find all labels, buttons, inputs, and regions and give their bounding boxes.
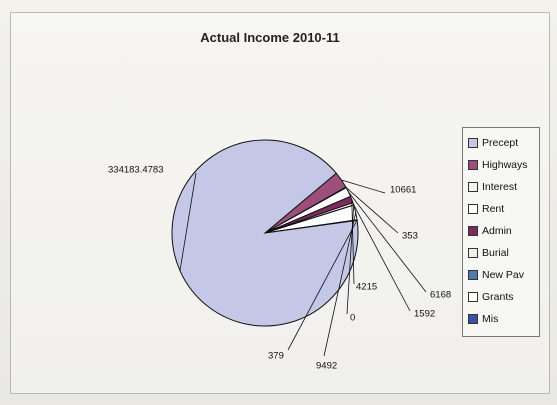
legend-swatch bbox=[468, 270, 478, 280]
chart-title: Actual Income 2010-11 bbox=[200, 30, 340, 45]
data-label-grants: 9492 bbox=[316, 361, 337, 372]
legend-swatch bbox=[468, 160, 478, 170]
data-label-highways: 10661 bbox=[390, 185, 416, 196]
legend-label: Precept bbox=[482, 137, 519, 149]
legend-label: Highways bbox=[482, 159, 528, 171]
leader-line-admin bbox=[351, 199, 355, 285]
data-label-new-pav: 0 bbox=[350, 313, 355, 324]
leader-line-new-pav bbox=[346, 205, 355, 315]
legend-item-highways: Highways bbox=[468, 154, 539, 176]
legend-label: Interest bbox=[482, 181, 518, 193]
legend-item-mis: Mis bbox=[468, 308, 539, 330]
legend-label: Mis bbox=[482, 313, 499, 325]
leader-line-burial bbox=[352, 203, 411, 312]
legend-label: Burial bbox=[482, 247, 509, 259]
leader-line-highways bbox=[341, 179, 386, 194]
legend-label: Grants bbox=[482, 291, 514, 303]
data-label-interest: 353 bbox=[402, 231, 418, 242]
legend-swatch bbox=[468, 138, 478, 148]
legend-item-admin: Admin bbox=[468, 220, 539, 242]
leader-line-mis bbox=[287, 219, 358, 351]
legend-swatch bbox=[468, 314, 478, 324]
legend-swatch bbox=[468, 292, 478, 302]
legend-swatch bbox=[468, 182, 478, 192]
leader-line-precept bbox=[179, 172, 197, 271]
legend-item-grants: Grants bbox=[468, 286, 539, 308]
legend-label: Admin bbox=[482, 225, 512, 237]
leader-line-interest bbox=[345, 187, 399, 234]
leader-line-rent bbox=[348, 191, 427, 293]
pie-slice-precept bbox=[171, 139, 359, 327]
data-label-rent: 6168 bbox=[430, 290, 451, 301]
chart-legend: Precept Highways Interest Rent Admin Burial Ne… bbox=[462, 127, 540, 337]
legend-swatch bbox=[468, 204, 478, 214]
legend-item-burial: Burial bbox=[468, 242, 539, 264]
legend-swatch bbox=[468, 248, 478, 258]
legend-label: Rent bbox=[482, 203, 505, 215]
legend-label: New Pav bbox=[482, 269, 525, 281]
legend-item-rent: Rent bbox=[468, 198, 539, 220]
legend-item-precept: Precept bbox=[468, 132, 539, 154]
data-label-admin: 4215 bbox=[356, 282, 377, 293]
leader-line-grants bbox=[323, 212, 357, 357]
legend-swatch bbox=[468, 226, 478, 236]
data-label-precept: 334183.4783 bbox=[108, 165, 163, 176]
legend-item-new-pav: New Pav bbox=[468, 264, 539, 286]
legend-item-interest: Interest bbox=[468, 176, 539, 198]
data-label-burial: 1592 bbox=[414, 309, 435, 320]
data-label-mis: 379 bbox=[268, 351, 284, 362]
